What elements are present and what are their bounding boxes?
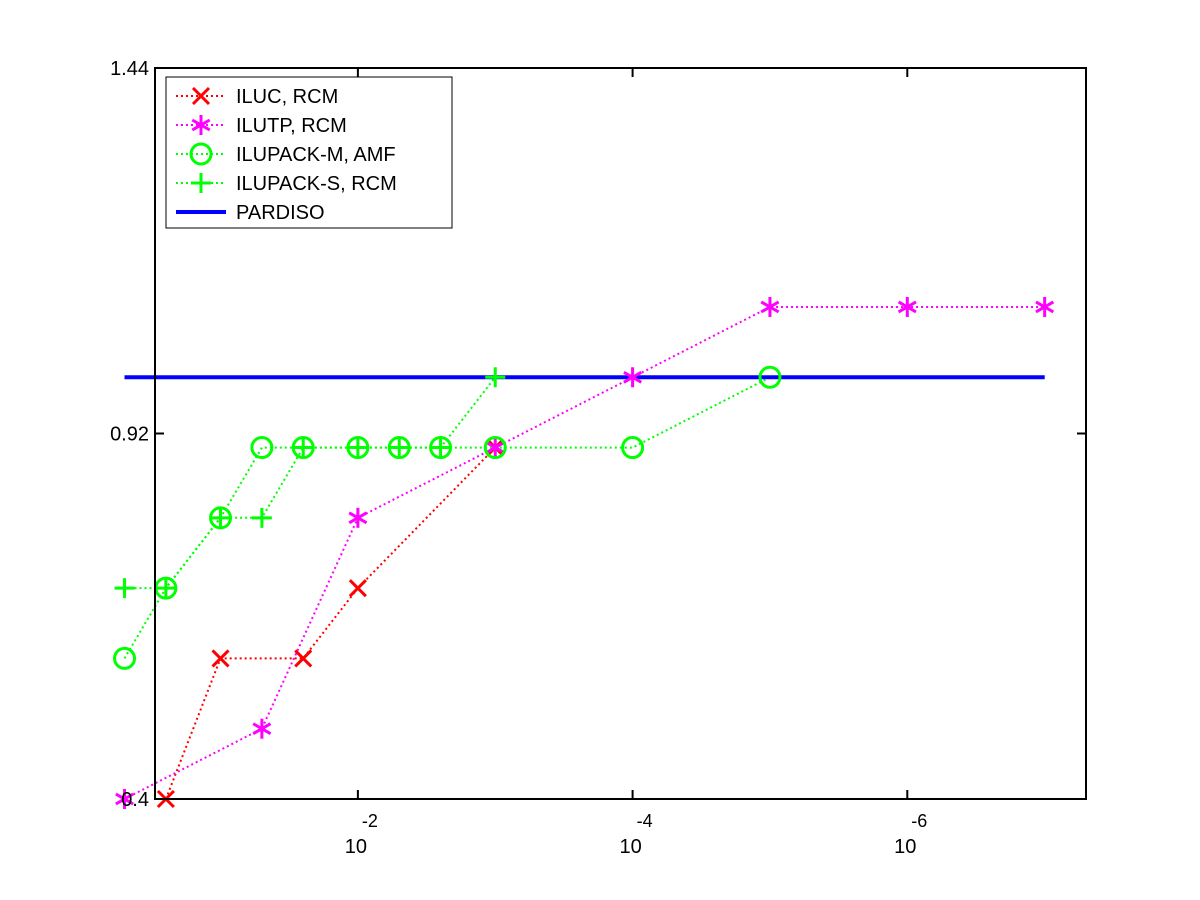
series-3-point [250, 436, 274, 460]
legend-entry-label: ILUPACK-S, RCM [236, 173, 397, 195]
series-2-point [1035, 296, 1055, 317]
series-4-point [155, 578, 176, 599]
series-2-point-stroke [252, 722, 272, 736]
series-line-1 [164, 446, 496, 800]
series-2-point [897, 296, 917, 317]
series-1-point [211, 649, 230, 668]
series-3-point-ring [621, 436, 645, 460]
series-4-point [251, 507, 272, 528]
x-tick-exponent: -6 [911, 811, 927, 831]
series-1-point-stroke [211, 649, 230, 668]
series-4-point [210, 507, 231, 528]
axes: 0.4 0.92 1.44 10 -2 10 -4 10 -6 [110, 58, 1086, 858]
series-2-point [485, 437, 505, 458]
series-2-point-stroke [485, 441, 505, 454]
legend-entry-label: ILUC, RCM [236, 86, 338, 108]
series-2-point [348, 507, 368, 528]
series-1-point-stroke [294, 649, 313, 668]
series-2-point-stroke [115, 792, 134, 806]
series-2-point [115, 789, 134, 809]
legend-swatch-marker [191, 173, 211, 193]
x-tick-exponent: -2 [362, 811, 378, 831]
x-tick-base: 10 [345, 836, 367, 858]
series-4-point [347, 437, 368, 458]
legend-swatch-marker-ring [189, 142, 213, 166]
legend-swatch-marker [191, 115, 211, 135]
series-3-point-ring [758, 365, 782, 389]
series-4-point [114, 578, 135, 599]
legend-entry-label: ILUTP, RCM [236, 115, 347, 137]
series-3-point [113, 646, 137, 670]
legend-entry-label: PARDISO [236, 202, 325, 224]
series-2-point-stroke [1035, 300, 1055, 314]
series-2-point-stroke [760, 300, 780, 314]
legend: ILUC, RCM ILUTP, RCM ILUPACK-M, AMF ILUPACK… [165, 76, 453, 229]
series-3-point-ring [483, 436, 507, 460]
series-2-point [760, 296, 780, 317]
series-3-point-ring [250, 436, 274, 460]
y-tick-label: 0.4 [121, 789, 149, 811]
series-2-point-stroke [348, 511, 368, 525]
series-2-point-stroke [897, 300, 917, 314]
series-4-point [485, 367, 506, 388]
series-1-point-stroke [348, 579, 367, 598]
y-tick-label: 0.92 [110, 424, 149, 446]
series-4-point [293, 437, 314, 458]
x-tick-base: 10 [619, 836, 641, 858]
series-3-point [621, 436, 645, 460]
series-3-point-ring [113, 646, 137, 670]
series-2-point [623, 367, 643, 388]
legend-swatch-marker [189, 142, 213, 166]
x-tick-base: 10 [894, 836, 916, 858]
legend-entry-label: ILUPACK-M, AMF [236, 144, 396, 166]
legend-swatch-marker-stroke [191, 86, 211, 106]
legend-swatch-marker [191, 86, 211, 106]
series-4-point [430, 437, 451, 458]
series-2-point-stroke [623, 370, 643, 384]
series-1-point [348, 579, 367, 598]
series-line-4 [124, 376, 496, 590]
y-tick-label: 1.44 [110, 58, 149, 80]
series-2-point [252, 718, 272, 739]
series-3-point [483, 436, 507, 460]
legend-box [165, 76, 453, 229]
legend-swatch-marker-stroke [191, 118, 211, 132]
series-4-point [389, 437, 410, 458]
series-1-point [294, 649, 313, 668]
x-tick-exponent: -4 [637, 811, 653, 831]
series-3-point [758, 365, 782, 389]
plot-data-layer [113, 296, 1055, 809]
